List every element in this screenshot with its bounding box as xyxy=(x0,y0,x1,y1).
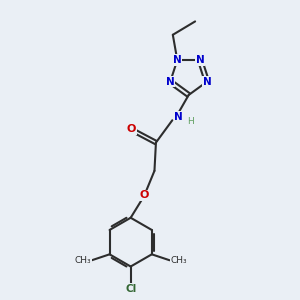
Text: N: N xyxy=(175,112,183,122)
Text: CH₃: CH₃ xyxy=(74,256,91,265)
Text: O: O xyxy=(140,190,149,200)
Text: N: N xyxy=(196,55,204,65)
Text: O: O xyxy=(126,124,136,134)
Text: CH₃: CH₃ xyxy=(170,256,187,265)
Text: N: N xyxy=(202,77,211,87)
Text: N: N xyxy=(173,55,182,65)
Text: H: H xyxy=(187,117,194,126)
Text: N: N xyxy=(166,77,175,87)
Text: Cl: Cl xyxy=(125,284,136,294)
